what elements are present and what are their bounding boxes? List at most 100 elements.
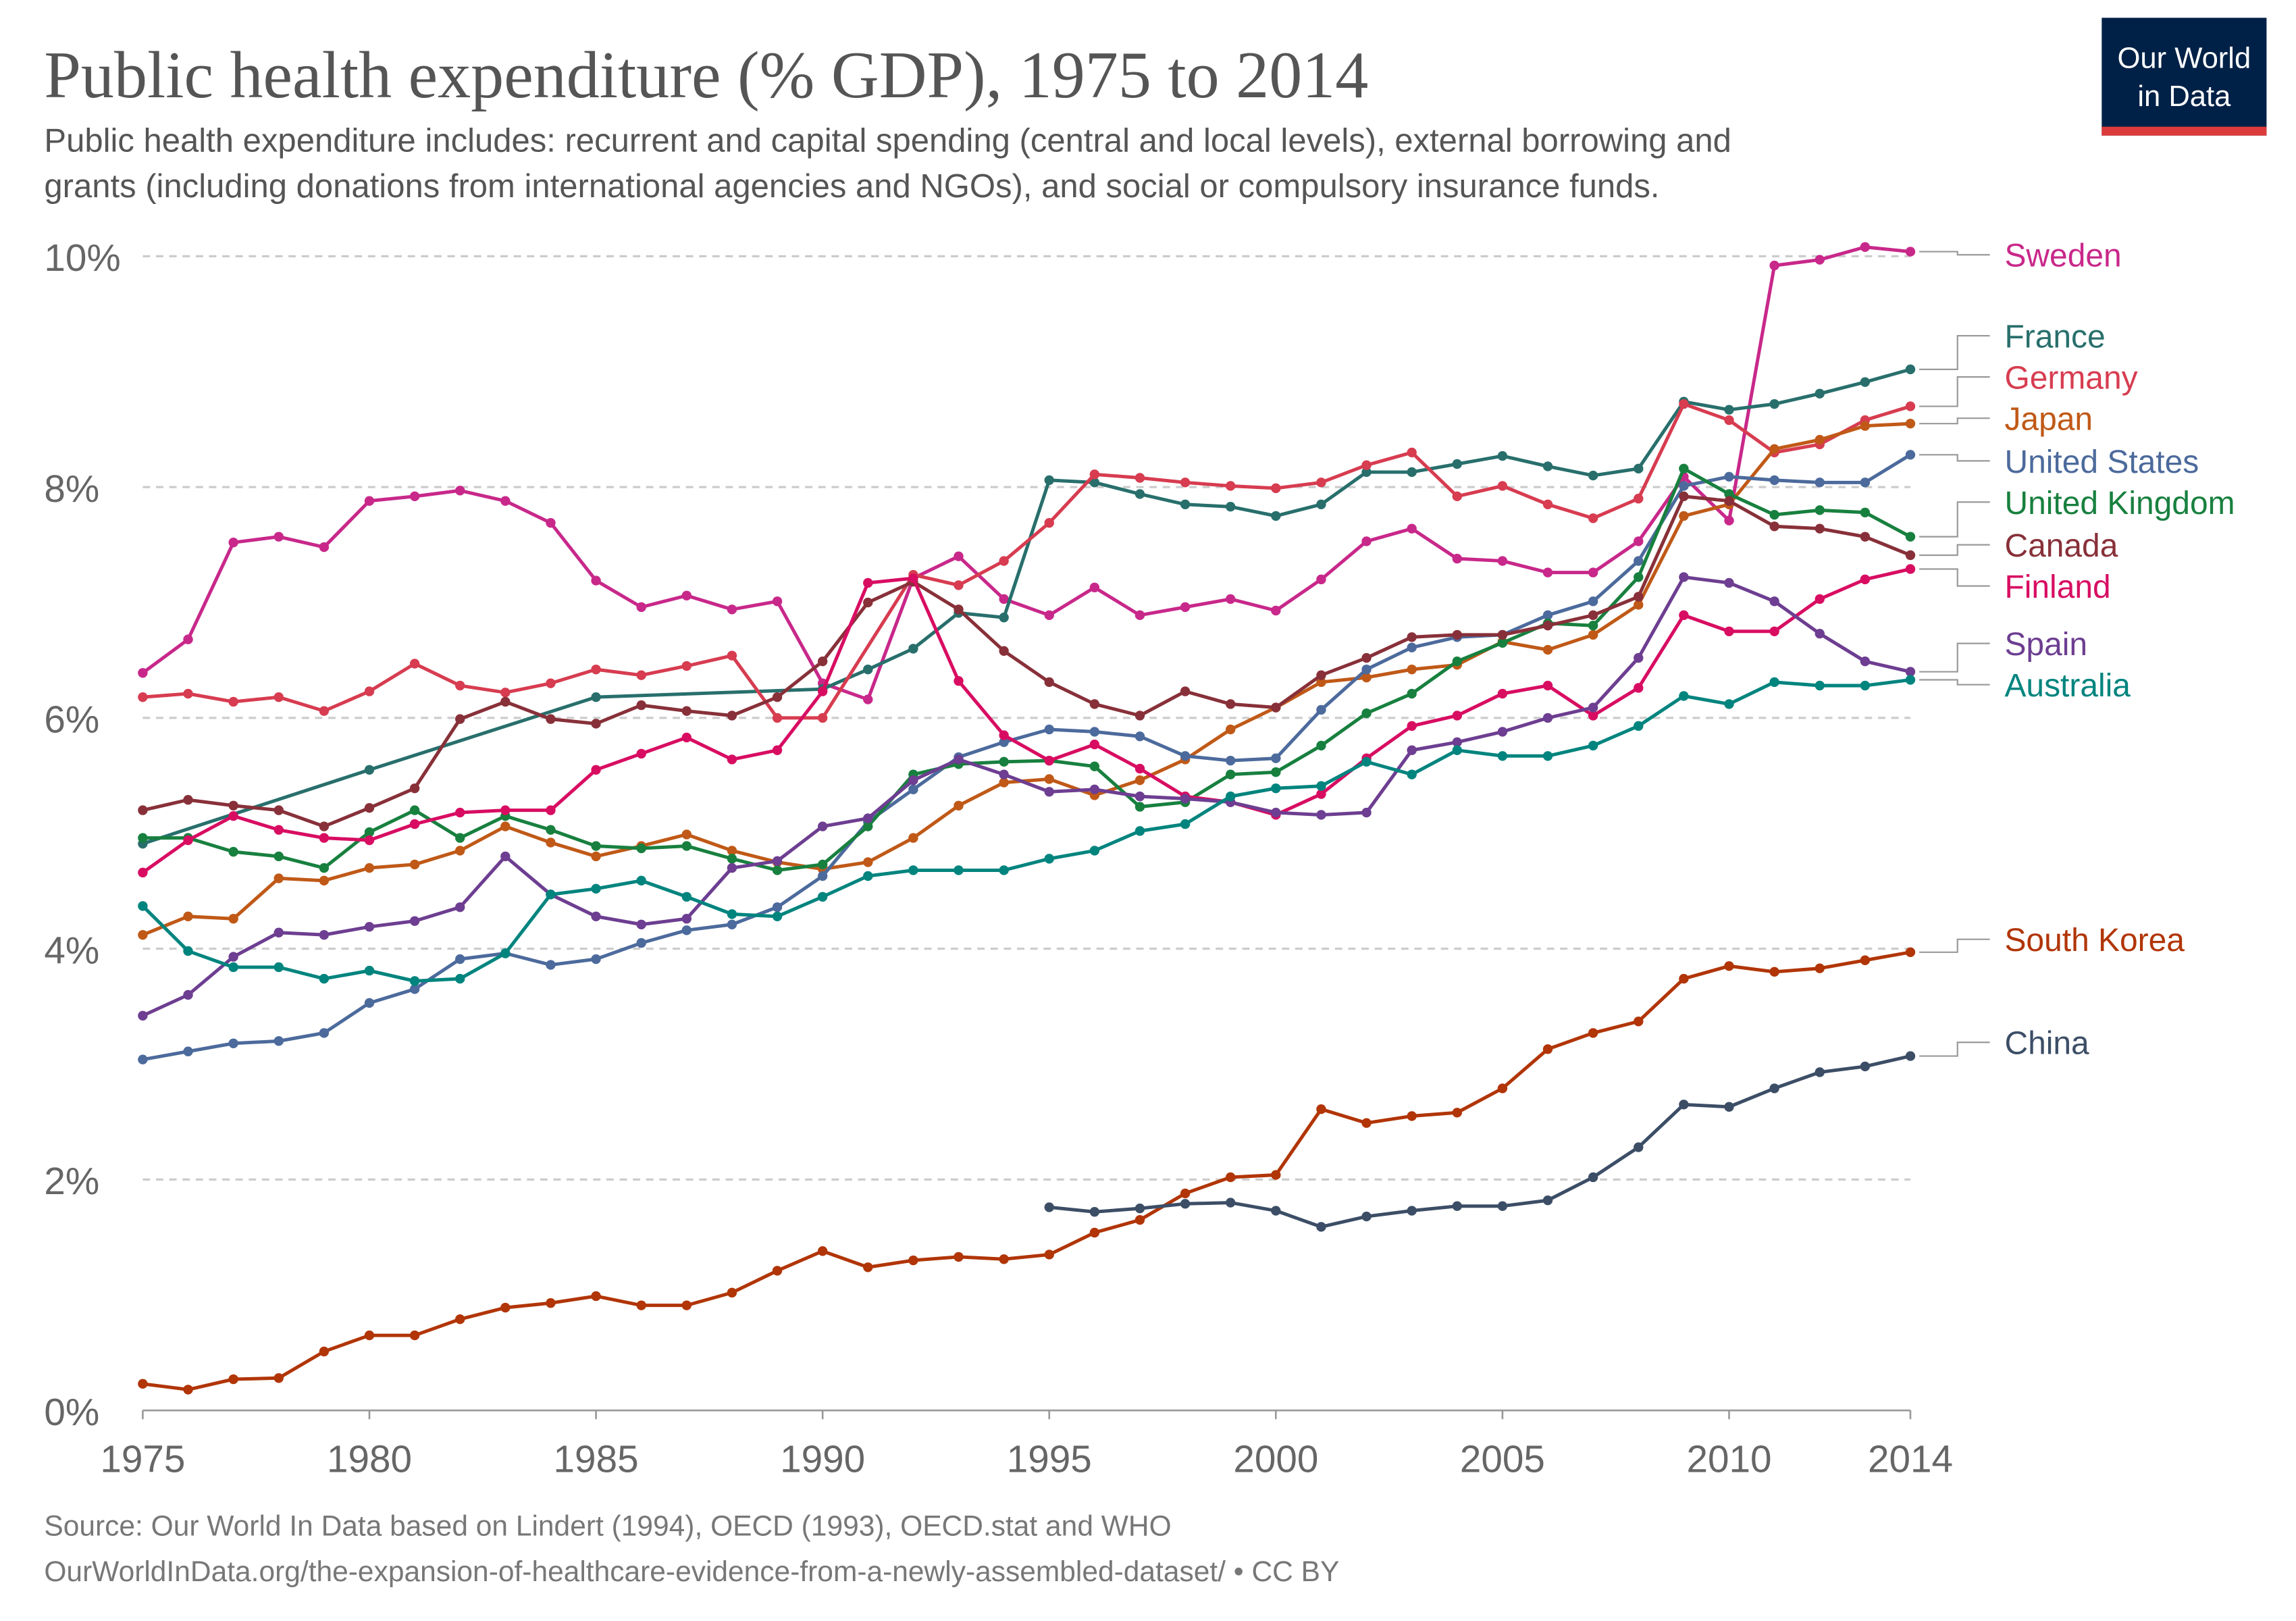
data-point[interactable] bbox=[409, 805, 420, 815]
data-point[interactable] bbox=[1044, 1250, 1054, 1260]
data-point[interactable] bbox=[1679, 491, 1689, 502]
data-point[interactable] bbox=[1226, 502, 1236, 512]
data-point[interactable] bbox=[546, 805, 556, 815]
data-point[interactable] bbox=[228, 914, 238, 924]
data-point[interactable] bbox=[1271, 807, 1281, 818]
data-point[interactable] bbox=[273, 805, 284, 815]
data-point[interactable] bbox=[772, 856, 783, 866]
owid-logo[interactable]: Our World in Data bbox=[2102, 18, 2267, 136]
data-point[interactable] bbox=[1588, 1028, 1598, 1038]
data-point[interactable] bbox=[228, 962, 238, 973]
data-point[interactable] bbox=[1452, 656, 1462, 667]
data-point[interactable] bbox=[228, 846, 238, 857]
data-point[interactable] bbox=[1226, 1172, 1236, 1183]
data-point[interactable] bbox=[455, 973, 465, 984]
data-point[interactable] bbox=[1724, 471, 1734, 482]
data-point[interactable] bbox=[1361, 672, 1372, 683]
data-point[interactable] bbox=[863, 821, 873, 831]
data-point[interactable] bbox=[228, 1038, 238, 1048]
data-point[interactable] bbox=[183, 989, 193, 1000]
data-point[interactable] bbox=[1180, 686, 1191, 696]
data-point[interactable] bbox=[863, 577, 873, 588]
data-point[interactable] bbox=[727, 711, 737, 721]
data-point[interactable] bbox=[908, 865, 918, 875]
data-point[interactable] bbox=[228, 1374, 238, 1385]
data-point[interactable] bbox=[1134, 826, 1145, 836]
data-point[interactable] bbox=[727, 650, 737, 661]
data-point[interactable] bbox=[1634, 536, 1644, 546]
data-point[interactable] bbox=[228, 952, 238, 962]
data-point[interactable] bbox=[1905, 401, 1916, 411]
data-point[interactable] bbox=[1769, 967, 1779, 977]
data-point[interactable] bbox=[1271, 767, 1281, 777]
data-point[interactable] bbox=[1815, 255, 1825, 265]
data-point[interactable] bbox=[1860, 955, 1871, 965]
data-point[interactable] bbox=[1407, 664, 1417, 675]
data-point[interactable] bbox=[546, 825, 556, 835]
data-point[interactable] bbox=[727, 919, 737, 929]
data-point[interactable] bbox=[1905, 675, 1916, 685]
data-point[interactable] bbox=[954, 800, 964, 810]
data-point[interactable] bbox=[319, 821, 330, 831]
data-point[interactable] bbox=[1316, 1104, 1326, 1114]
data-point[interactable] bbox=[273, 873, 284, 883]
data-point[interactable] bbox=[409, 659, 420, 669]
data-point[interactable] bbox=[364, 863, 375, 873]
data-point[interactable] bbox=[1634, 592, 1644, 602]
data-point[interactable] bbox=[273, 825, 284, 835]
data-point[interactable] bbox=[1089, 740, 1100, 750]
data-point[interactable] bbox=[1271, 483, 1281, 494]
data-point[interactable] bbox=[681, 841, 692, 851]
data-point[interactable] bbox=[681, 925, 692, 935]
data-point[interactable] bbox=[319, 542, 330, 552]
data-point[interactable] bbox=[636, 602, 646, 613]
data-point[interactable] bbox=[1361, 756, 1372, 767]
data-point[interactable] bbox=[863, 813, 873, 823]
data-point[interactable] bbox=[1134, 775, 1145, 786]
data-point[interactable] bbox=[364, 965, 375, 976]
data-point[interactable] bbox=[364, 835, 375, 846]
data-point[interactable] bbox=[1180, 751, 1191, 761]
data-point[interactable] bbox=[183, 688, 193, 699]
data-point[interactable] bbox=[1634, 494, 1644, 504]
data-point[interactable] bbox=[1905, 418, 1916, 429]
data-point[interactable] bbox=[954, 580, 964, 590]
data-point[interactable] bbox=[1588, 711, 1598, 721]
data-point[interactable] bbox=[1815, 963, 1825, 973]
data-point[interactable] bbox=[1860, 421, 1871, 431]
data-point[interactable] bbox=[1226, 481, 1236, 491]
data-point[interactable] bbox=[1634, 1142, 1644, 1152]
data-point[interactable] bbox=[1226, 755, 1236, 766]
data-point[interactable] bbox=[1226, 769, 1236, 779]
data-point[interactable] bbox=[954, 551, 964, 561]
data-point[interactable] bbox=[364, 765, 375, 775]
data-point[interactable] bbox=[591, 692, 601, 702]
data-point[interactable] bbox=[772, 745, 783, 755]
data-point[interactable] bbox=[1089, 846, 1100, 856]
data-point[interactable] bbox=[1634, 463, 1644, 474]
data-point[interactable] bbox=[1044, 517, 1054, 528]
data-point[interactable] bbox=[1452, 1201, 1462, 1211]
data-point[interactable] bbox=[1271, 1170, 1281, 1180]
data-point[interactable] bbox=[364, 998, 375, 1008]
data-point[interactable] bbox=[772, 596, 783, 607]
data-point[interactable] bbox=[138, 929, 148, 940]
data-point[interactable] bbox=[863, 694, 873, 704]
data-point[interactable] bbox=[1860, 1061, 1871, 1072]
data-point[interactable] bbox=[228, 537, 238, 548]
data-point[interactable] bbox=[228, 810, 238, 821]
data-point[interactable] bbox=[636, 700, 646, 711]
data-point[interactable] bbox=[319, 706, 330, 716]
data-point[interactable] bbox=[1271, 511, 1281, 521]
data-point[interactable] bbox=[546, 678, 556, 688]
data-point[interactable] bbox=[1316, 670, 1326, 680]
data-point[interactable] bbox=[1134, 489, 1145, 499]
data-point[interactable] bbox=[727, 754, 737, 765]
data-point[interactable] bbox=[1905, 1051, 1916, 1061]
data-point[interactable] bbox=[681, 1300, 692, 1310]
data-point[interactable] bbox=[138, 833, 148, 843]
data-point[interactable] bbox=[1044, 610, 1054, 621]
data-point[interactable] bbox=[455, 846, 465, 856]
data-point[interactable] bbox=[1497, 629, 1508, 640]
data-point[interactable] bbox=[1634, 556, 1644, 566]
